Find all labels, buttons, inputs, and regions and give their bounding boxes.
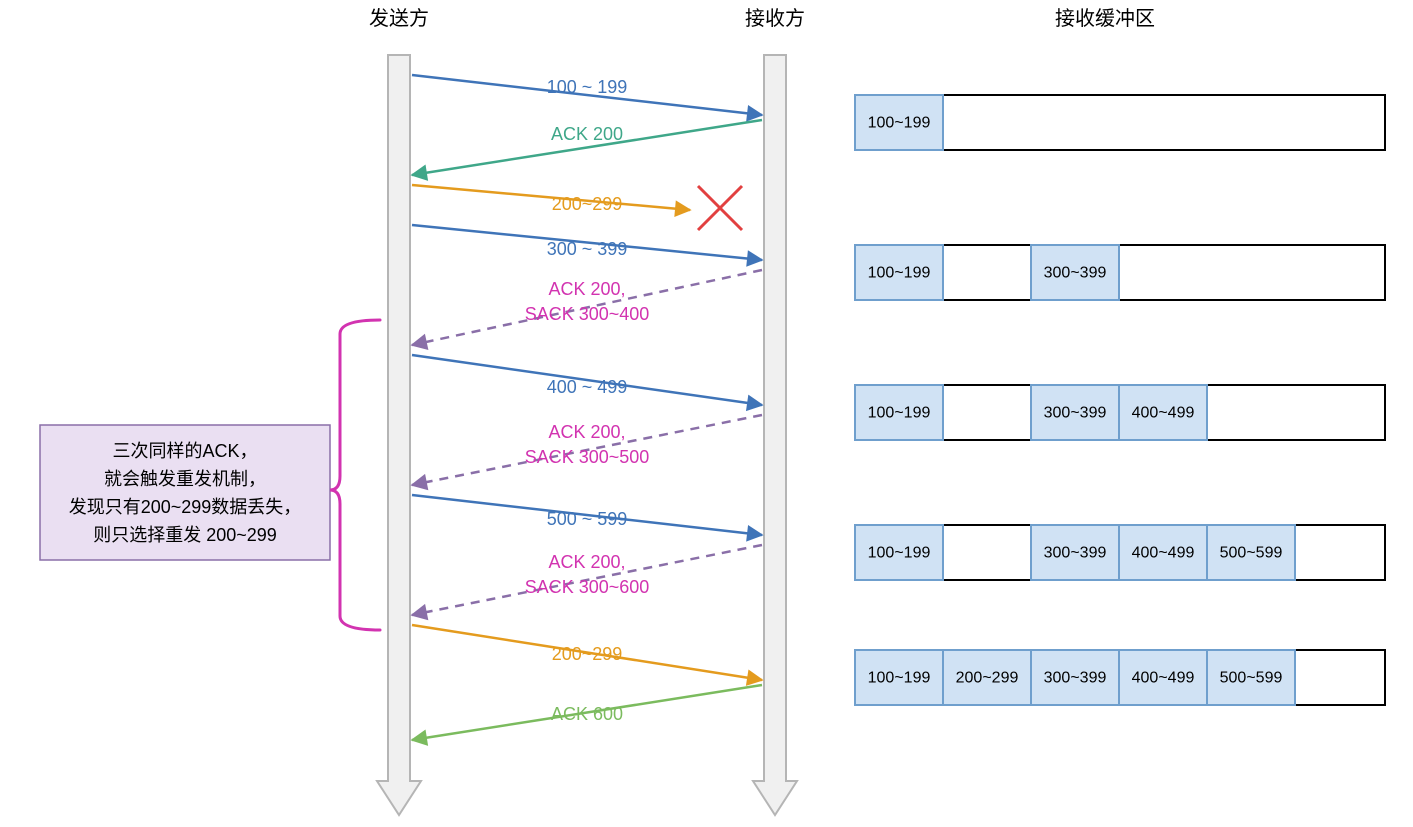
message-label: 200~299	[552, 194, 623, 214]
message-label: ACK 600	[551, 704, 623, 724]
buffer-cell-label: 400~499	[1132, 670, 1195, 687]
message-label: 300 ~ 399	[547, 239, 628, 259]
lost-marker	[698, 186, 742, 230]
message-label: SACK 300~600	[525, 577, 650, 597]
message-label: 400 ~ 499	[547, 377, 628, 397]
buffer-cell-label: 500~599	[1220, 545, 1283, 562]
message-label: SACK 300~500	[525, 447, 650, 467]
message-label: ACK 200,	[548, 422, 625, 442]
message-label: ACK 200	[551, 124, 623, 144]
message-label: ACK 200,	[548, 552, 625, 572]
buffer-cell-label: 300~399	[1044, 405, 1107, 422]
buffer-cell-label: 400~499	[1132, 405, 1195, 422]
timeline-arrow	[753, 55, 797, 815]
buffer-header: 接收缓冲区	[1055, 7, 1155, 30]
note-line: 则只选择重发 200~299	[93, 525, 277, 545]
note-line: 发现只有200~299数据丢失，	[69, 497, 302, 517]
message-label: 100 ~ 199	[547, 77, 628, 97]
buffer-cell-label: 100~199	[868, 670, 931, 687]
buffer-cell-label: 100~199	[868, 115, 931, 132]
buffer-cell-label: 100~199	[868, 545, 931, 562]
note-line: 就会触发重发机制，	[104, 469, 266, 489]
sender-header: 发送方	[369, 7, 429, 30]
message-label: ACK 200,	[548, 279, 625, 299]
buffer-cell-label: 300~399	[1044, 670, 1107, 687]
message-label: 200~299	[552, 644, 623, 664]
message-label: SACK 300~400	[525, 304, 650, 324]
buffer-cell-label: 400~499	[1132, 545, 1195, 562]
buffer-cell-label: 100~199	[868, 265, 931, 282]
receiver-header: 接收方	[745, 7, 805, 30]
buffer-cell-label: 300~399	[1044, 545, 1107, 562]
buffer-cell-label: 100~199	[868, 405, 931, 422]
note-line: 三次同样的ACK，	[112, 441, 257, 461]
buffer-cell-label: 500~599	[1220, 670, 1283, 687]
buffer-cell-label: 300~399	[1044, 265, 1107, 282]
buffer-cell-label: 200~299	[956, 670, 1019, 687]
timeline-arrow	[377, 55, 421, 815]
message-label: 500 ~ 599	[547, 509, 628, 529]
bracket	[330, 320, 380, 630]
